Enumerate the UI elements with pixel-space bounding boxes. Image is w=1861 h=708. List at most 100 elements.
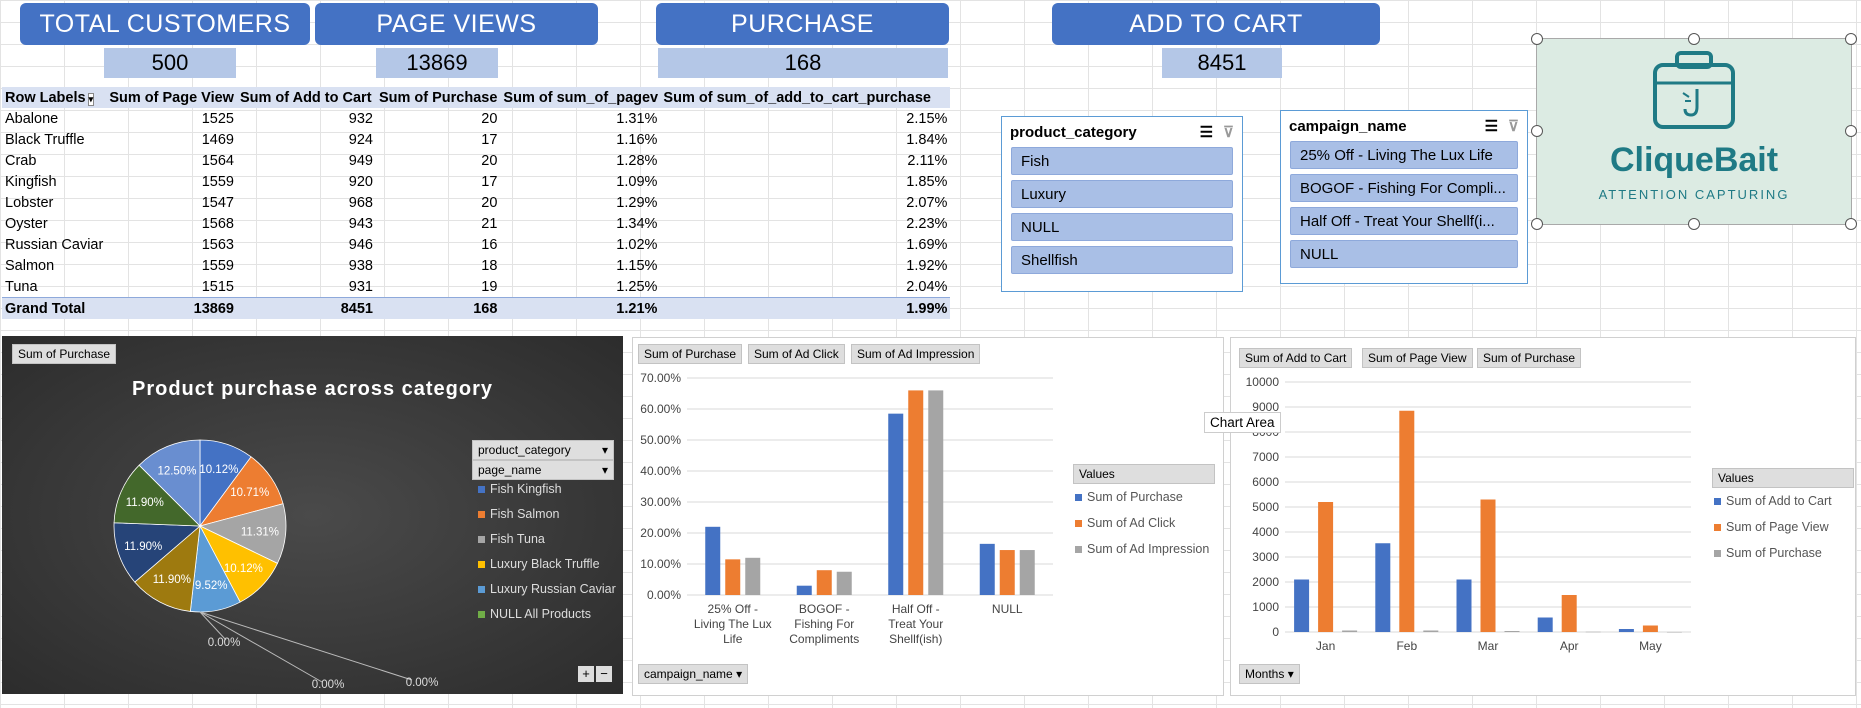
kpi-total-customers-value[interactable]: 500 [104, 48, 236, 78]
bar[interactable] [888, 413, 904, 595]
pivot-row[interactable]: Oyster 1568 943 21 1.34% 2.23% [2, 213, 950, 234]
bar[interactable] [745, 557, 761, 595]
pie-slice[interactable] [113, 522, 202, 583]
chart-field-button[interactable]: Sum of Purchase [638, 344, 743, 364]
resize-handle[interactable] [1531, 218, 1543, 230]
resize-handle[interactable] [1845, 125, 1857, 137]
kpi-purchase-value[interactable]: 168 [658, 48, 948, 78]
campaign-bar-chart-panel[interactable]: Sum of Purchase Sum of Ad Click Sum of Ad … [632, 337, 1224, 696]
pie-slice[interactable] [138, 439, 201, 527]
pivot-row[interactable]: Salmon 1559 938 18 1.15% 1.92% [2, 255, 950, 276]
bar[interactable] [1561, 595, 1577, 632]
resize-handle[interactable] [1688, 33, 1700, 45]
zoom-in-button[interactable]: + [578, 666, 594, 682]
kpi-add-to-cart-value[interactable]: 8451 [1162, 48, 1282, 78]
campaign-axis-button[interactable]: campaign_name ▾ [638, 664, 749, 684]
pivot-row-label: Tuna [5, 278, 38, 295]
pivot-row[interactable]: Black Truffle 1469 924 17 1.16% 1.84% [2, 129, 950, 150]
bar[interactable] [1294, 579, 1310, 633]
pivot-row[interactable]: Crab 1564 949 20 1.28% 2.11% [2, 150, 950, 171]
pivot-cell: 949 [348, 152, 373, 169]
slicer-item[interactable]: Half Off - Treat Your Shellf(i... [1290, 207, 1518, 235]
bar[interactable] [725, 559, 741, 595]
multi-select-icon[interactable]: ☰ [1199, 124, 1214, 141]
bar[interactable] [1456, 579, 1472, 633]
pivot-row[interactable]: Kingfish 1559 920 17 1.09% 1.85% [2, 171, 950, 192]
legend-item: Sum of Page View [1714, 520, 1829, 534]
months-axis-button[interactable]: Months ▾ [1239, 664, 1300, 684]
monthly-bar-chart[interactable]: 0100020003000400050006000700080009000100… [1231, 338, 1855, 695]
legend-title[interactable]: Values [1073, 464, 1215, 484]
pivot-row[interactable]: Russian Caviar 1563 946 16 1.02% 1.69% [2, 234, 950, 255]
slicer-item[interactable]: Fish [1011, 147, 1233, 175]
bar[interactable] [1585, 631, 1601, 633]
slicer-item[interactable]: BOGOF - Fishing For Compli... [1290, 174, 1518, 202]
filter-dropdown-icon[interactable]: ▾ [87, 92, 95, 106]
bar[interactable] [1423, 630, 1439, 633]
resize-handle[interactable] [1531, 33, 1543, 45]
clear-filter-icon[interactable]: ⊽ [1223, 124, 1234, 141]
y-tick-label: 6000 [1252, 475, 1279, 489]
campaign-bar-chart[interactable]: 0.00% 10.00% 20.00% 30.00% 40.00% 50.00% 60.00… [633, 338, 1223, 695]
pie-filter-button[interactable]: page_name ▾ [472, 460, 614, 480]
kpi-page-views-value[interactable]: 13869 [376, 48, 498, 78]
bar[interactable] [1618, 629, 1634, 632]
clear-filter-icon[interactable]: ⊽ [1508, 118, 1519, 135]
dropdown-arrow-icon: ▾ [736, 667, 743, 681]
bar[interactable] [1666, 631, 1682, 633]
logo-image[interactable]: CliqueBait ATTENTION CAPTURING [1531, 33, 1857, 230]
chart-field-button[interactable]: Sum of Ad Impression [851, 344, 981, 364]
pie-chart[interactable]: 10.12% 10.71% 11.31% 10.12% 9.52% 11.90% 11.90… [2, 336, 462, 694]
bar[interactable] [1342, 630, 1358, 633]
pie-filter-button[interactable]: product_category ▾ [472, 440, 614, 460]
resize-handle[interactable] [1531, 125, 1543, 137]
bar[interactable] [705, 526, 721, 595]
slicer-campaign-name[interactable]: campaign_name ☰ ⊽ 25% Off - Living The L… [1280, 110, 1528, 284]
chart-field-button[interactable]: Sum of Purchase [1477, 348, 1582, 368]
monthly-bar-chart-panel[interactable]: Sum of Add to Cart Sum of Page View Sum of… [1230, 337, 1856, 696]
slicer-item[interactable]: NULL [1011, 213, 1233, 241]
bar[interactable] [999, 550, 1015, 595]
bar[interactable] [979, 543, 995, 595]
bar[interactable] [1375, 543, 1391, 632]
slicer-item[interactable]: Luxury [1011, 180, 1233, 208]
bar[interactable] [816, 570, 832, 595]
slicer-product-category[interactable]: product_category ☰ ⊽ Fish Luxury NULL Shell… [1001, 116, 1243, 292]
resize-handle[interactable] [1688, 218, 1700, 230]
bar[interactable] [1318, 502, 1334, 632]
pivot-row[interactable]: Lobster 1547 968 20 1.29% 2.07% [2, 192, 950, 213]
pivot-cell: 17 [481, 173, 498, 190]
pie-slice[interactable] [134, 525, 201, 612]
x-category-label: NULL [992, 602, 1023, 616]
pivot-row[interactable]: Tuna 1515 931 19 1.25% 2.04% [2, 276, 950, 298]
zoom-out-button[interactable]: − [596, 666, 612, 682]
bar[interactable] [1504, 631, 1520, 632]
bar[interactable] [1019, 550, 1035, 595]
bar[interactable] [836, 571, 852, 595]
slicer-item[interactable]: NULL [1290, 240, 1518, 268]
pie-slice[interactable] [113, 464, 202, 527]
pie-chart-panel[interactable]: Sum of Purchase Product purchase across … [2, 336, 623, 694]
resize-handle[interactable] [1845, 218, 1857, 230]
bar[interactable] [1642, 625, 1658, 633]
slicer-item[interactable]: Shellfish [1011, 246, 1233, 274]
bar[interactable] [796, 585, 812, 595]
pivot-row[interactable]: Abalone 1525 932 20 1.31% 2.15% [2, 108, 950, 129]
resize-handle[interactable] [1845, 33, 1857, 45]
pie-field-button[interactable]: Sum of Purchase [12, 344, 117, 364]
bar[interactable] [908, 390, 924, 595]
chart-field-button[interactable]: Sum of Page View [1362, 348, 1473, 368]
pivot-header-row-labels[interactable]: Row Labels ▾ [2, 87, 107, 108]
chart-field-button[interactable]: Sum of Ad Click [748, 344, 845, 364]
pivot-cell: 1.29% [616, 194, 658, 211]
bar[interactable] [1480, 499, 1496, 633]
bar[interactable] [1399, 410, 1415, 632]
slicer-item[interactable]: 25% Off - Living The Lux Life [1290, 141, 1518, 169]
bar[interactable] [1537, 617, 1553, 633]
pivot-cell: 1.92% [906, 257, 948, 274]
pivot-table[interactable]: Row Labels ▾ Sum of Page View Sum of Add … [2, 87, 951, 319]
chart-field-button[interactable]: Sum of Add to Cart [1239, 348, 1353, 368]
bar[interactable] [928, 390, 944, 595]
legend-title[interactable]: Values [1712, 468, 1854, 488]
multi-select-icon[interactable]: ☰ [1484, 118, 1499, 135]
